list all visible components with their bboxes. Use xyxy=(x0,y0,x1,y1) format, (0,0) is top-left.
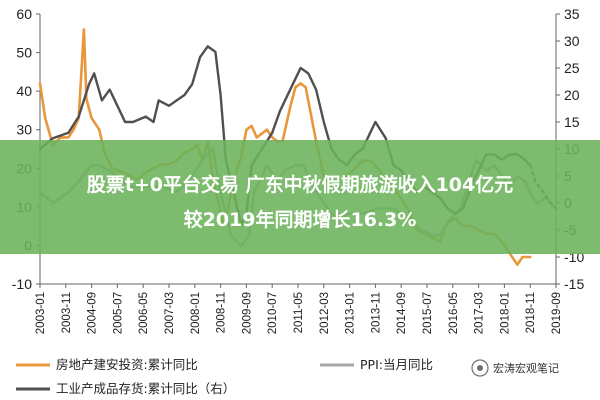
x-tick-label: 2013-01 xyxy=(345,292,357,334)
x-tick-label: 2017-03 xyxy=(474,292,486,334)
watermark-logo-dot xyxy=(477,365,483,371)
x-axis: 2003-01 2003-11 2004-09 2005-07 2006-05 2007-… xyxy=(35,284,563,334)
x-tick-label: 2019-09 xyxy=(551,292,563,334)
x-tick-label: 2008-11 xyxy=(216,292,228,333)
left-tick-label: 50 xyxy=(16,45,32,61)
x-tick-label: 2005-07 xyxy=(112,292,124,334)
x-tick-label: 2010-07 xyxy=(267,292,279,334)
x-tick-label: 2015-07 xyxy=(422,292,434,334)
headline-line-1: 股票t+0平台交易 广东中秋假期旅游收入104亿元 xyxy=(87,173,514,196)
left-tick-label: -10 xyxy=(12,276,32,292)
right-tick-label: 30 xyxy=(564,33,580,49)
left-tick-label: 40 xyxy=(16,83,32,99)
right-tick-label: 35 xyxy=(564,6,580,22)
x-tick-label: 2016-05 xyxy=(448,292,460,334)
watermark-logo-icon xyxy=(471,359,489,377)
banner-background xyxy=(0,140,600,254)
right-tick-label: -15 xyxy=(564,276,584,292)
x-tick-label: 2013-11 xyxy=(370,292,382,333)
right-tick-label: 15 xyxy=(564,114,580,130)
x-tick-label: 2011-05 xyxy=(293,292,305,333)
x-tick-label: 2008-01 xyxy=(190,292,202,334)
legend-label: 工业产成品存货:累计同比（右） xyxy=(56,381,235,396)
x-tick-label: 2003-11 xyxy=(61,292,73,333)
watermark-text: 宏涛宏观笔记 xyxy=(493,361,559,375)
headline-banner: 股票t+0平台交易 广东中秋假期旅游收入104亿元 较2019年同期增长16.3… xyxy=(0,140,600,254)
x-tick-label: 2018-01 xyxy=(499,292,511,334)
watermark: 宏涛宏观笔记 xyxy=(471,359,559,377)
legend-label: 房地产建安投资:累计同比 xyxy=(56,357,198,372)
x-tick-label: 2007-03 xyxy=(164,292,176,334)
right-tick-label: 20 xyxy=(564,87,580,103)
x-tick-label: 2012-03 xyxy=(319,292,331,334)
left-tick-label: 60 xyxy=(16,6,32,22)
headline-line-2: 较2019年同期增长16.3% xyxy=(184,208,417,231)
left-tick-label: 30 xyxy=(16,122,32,138)
right-tick-label: 25 xyxy=(564,60,580,76)
legend-label: PPI:当月同比 xyxy=(360,357,433,372)
x-tick-label: 2003-01 xyxy=(35,292,47,334)
x-tick-label: 2006-05 xyxy=(138,292,150,334)
x-tick-label: 2004-09 xyxy=(87,292,99,334)
x-tick-label: 2014-09 xyxy=(396,292,408,334)
x-tick-label: 2018-11 xyxy=(525,292,537,333)
x-tick-label: 2009-09 xyxy=(241,292,253,334)
